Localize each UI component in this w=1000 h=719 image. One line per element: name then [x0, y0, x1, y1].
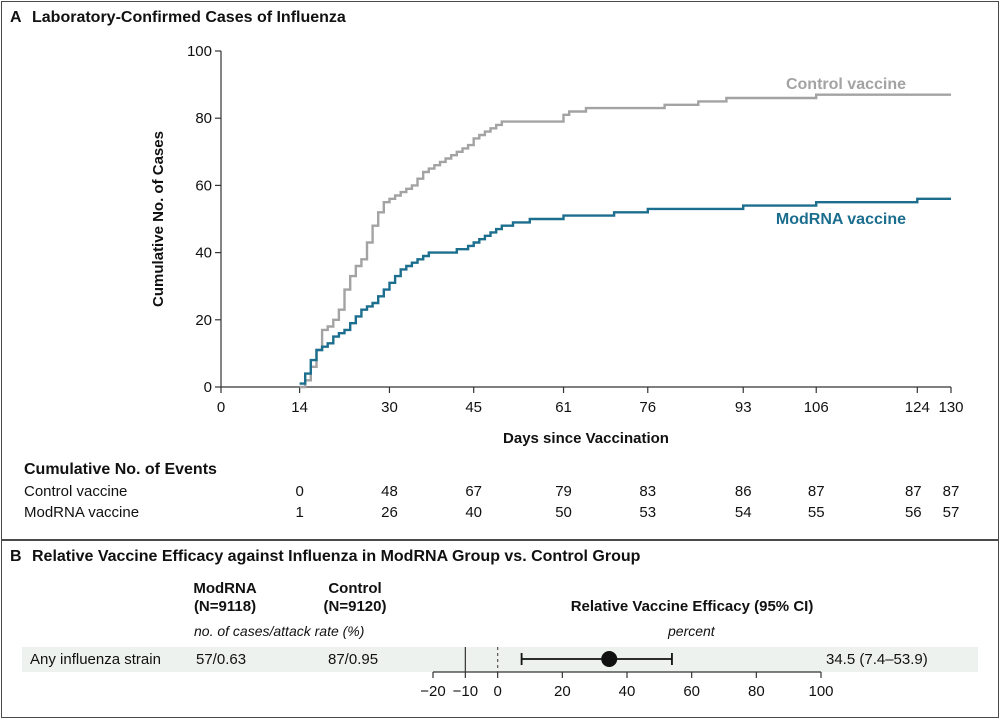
x-tick-label: 14 [291, 399, 308, 416]
events-cell: 87 [808, 483, 825, 500]
modrna-column-header: ModRNA (N=9118) [180, 580, 270, 616]
events-cell: 1 [295, 504, 303, 521]
forest-tick-label: 100 [808, 683, 833, 700]
row-control-value: 87/0.95 [328, 651, 379, 668]
row-efficacy-value: 34.5 (7.4–53.9) [826, 651, 928, 668]
series-label-modrna: ModRNA vaccine [776, 211, 906, 228]
events-cell: 67 [465, 483, 482, 500]
events-row-label: Control vaccine [24, 483, 127, 500]
x-tick-label: 106 [804, 399, 829, 416]
modrna-column-n: (N=9118) [193, 598, 257, 615]
row-modrna-value: 57/0.63 [196, 651, 247, 668]
events-cell: 57 [943, 504, 960, 521]
x-tick-label: 30 [381, 399, 398, 416]
percent-subheader: percent [668, 623, 715, 639]
y-tick-label: 40 [195, 245, 212, 262]
y-tick-label: 0 [204, 379, 212, 396]
events-table-title: Cumulative No. of Events [24, 461, 217, 478]
series-line-control [299, 93, 951, 389]
modrna-column-name: ModRNA [193, 580, 257, 597]
events-cell: 48 [381, 483, 398, 500]
control-column-name: Control [328, 580, 382, 597]
x-tick-label: 124 [905, 399, 930, 416]
y-tick-label: 80 [195, 110, 212, 127]
forest-tick-label: 80 [748, 683, 765, 700]
y-tick-label: 20 [195, 312, 212, 329]
events-cell: 53 [639, 504, 656, 521]
panel-b-letter: B [10, 548, 22, 565]
panel-b-title: B Relative Vaccine Efficacy against Influ… [10, 548, 640, 566]
events-cell: 55 [808, 504, 825, 521]
events-cell: 40 [465, 504, 482, 521]
panel-a-title: A Laboratory-Confirmed Cases of Influenza [10, 9, 346, 27]
x-tick-label: 93 [735, 399, 752, 416]
events-cell: 56 [905, 504, 922, 521]
x-tick-label: 0 [217, 399, 225, 416]
events-cell: 79 [555, 483, 572, 500]
table-row-background [22, 647, 978, 672]
x-axis-title: Days since Vaccination [503, 430, 669, 447]
forest-tick-label: 60 [683, 683, 700, 700]
x-tick-label: 76 [639, 399, 656, 416]
forest-tick-label: 40 [619, 683, 636, 700]
forest-tick-label: −10 [453, 683, 478, 700]
x-tick-label: 61 [555, 399, 572, 416]
control-column-n: (N=9120) [323, 598, 387, 615]
events-row-label: ModRNA vaccine [24, 504, 139, 521]
efficacy-column-header: Relative Vaccine Efficacy (95% CI) [570, 598, 814, 615]
control-column-header: Control (N=9120) [310, 580, 400, 616]
forest-tick-label: 20 [554, 683, 571, 700]
x-tick-label: 130 [938, 399, 963, 416]
panel-a-letter: A [10, 9, 22, 26]
y-tick-label: 60 [195, 177, 212, 194]
panel-a-title-text: Laboratory-Confirmed Cases of Influenza [32, 9, 346, 26]
series-label-control: Control vaccine [786, 76, 906, 93]
events-cell: 50 [555, 504, 572, 521]
forest-tick-label: −20 [420, 683, 445, 700]
events-cell: 87 [943, 483, 960, 500]
panel-b-title-text: Relative Vaccine Efficacy against Influe… [32, 548, 641, 565]
row-label: Any influenza strain [30, 651, 161, 668]
x-tick-label: 45 [465, 399, 482, 416]
events-cell: 87 [905, 483, 922, 500]
y-tick-label: 100 [187, 43, 212, 60]
forest-point-estimate [601, 651, 618, 667]
events-cell: 83 [639, 483, 656, 500]
events-cell: 0 [295, 483, 303, 500]
forest-tick-label: 0 [493, 683, 501, 700]
events-cell: 54 [735, 504, 752, 521]
events-cell: 26 [381, 504, 398, 521]
cases-subheader: no. of cases/attack rate (%) [194, 623, 365, 639]
y-axis-title: Cumulative No. of Cases [150, 131, 167, 307]
panel-divider [1, 539, 999, 541]
events-cell: 86 [735, 483, 752, 500]
series-line-modrna [299, 197, 951, 385]
